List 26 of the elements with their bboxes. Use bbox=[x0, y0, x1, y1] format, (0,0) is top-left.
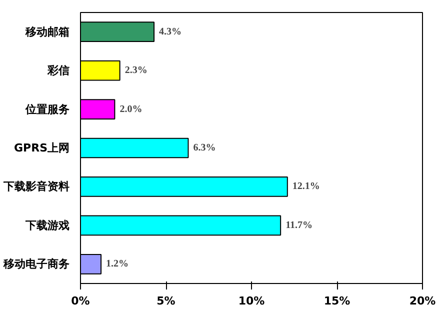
y-tick-label: 位置服务 bbox=[24, 102, 70, 116]
x-tick-label: 5% bbox=[156, 294, 176, 308]
data-label: 11.7% bbox=[286, 220, 313, 231]
y-tick-label: 移动电子商务 bbox=[2, 258, 70, 271]
bar bbox=[80, 138, 189, 158]
x-tick-label: 0% bbox=[71, 294, 90, 308]
bar bbox=[80, 60, 120, 81]
y-tick-label: GPRS上网 bbox=[14, 142, 70, 154]
bar bbox=[80, 254, 102, 274]
y-tick-label: 下载游戏 bbox=[24, 218, 70, 232]
data-label: 6.3% bbox=[193, 142, 216, 154]
x-tick-label: 10% bbox=[238, 294, 265, 308]
bar bbox=[80, 99, 116, 120]
data-label: 4.3% bbox=[159, 26, 182, 38]
y-tick-label: 移动邮箱 bbox=[24, 25, 70, 38]
data-label: 12.1% bbox=[292, 181, 320, 192]
bar bbox=[80, 176, 288, 197]
y-tick-label: 下载影音资料 bbox=[2, 180, 70, 194]
data-label: 2.0% bbox=[120, 104, 142, 115]
bar bbox=[80, 22, 155, 42]
x-tick-label: 20% bbox=[409, 294, 436, 308]
bar bbox=[80, 215, 282, 236]
x-tick-label: 15% bbox=[324, 294, 350, 308]
data-label: 2.3% bbox=[124, 65, 148, 76]
data-label: 1.2% bbox=[106, 258, 129, 270]
y-tick-label: 彩信 bbox=[46, 64, 70, 78]
